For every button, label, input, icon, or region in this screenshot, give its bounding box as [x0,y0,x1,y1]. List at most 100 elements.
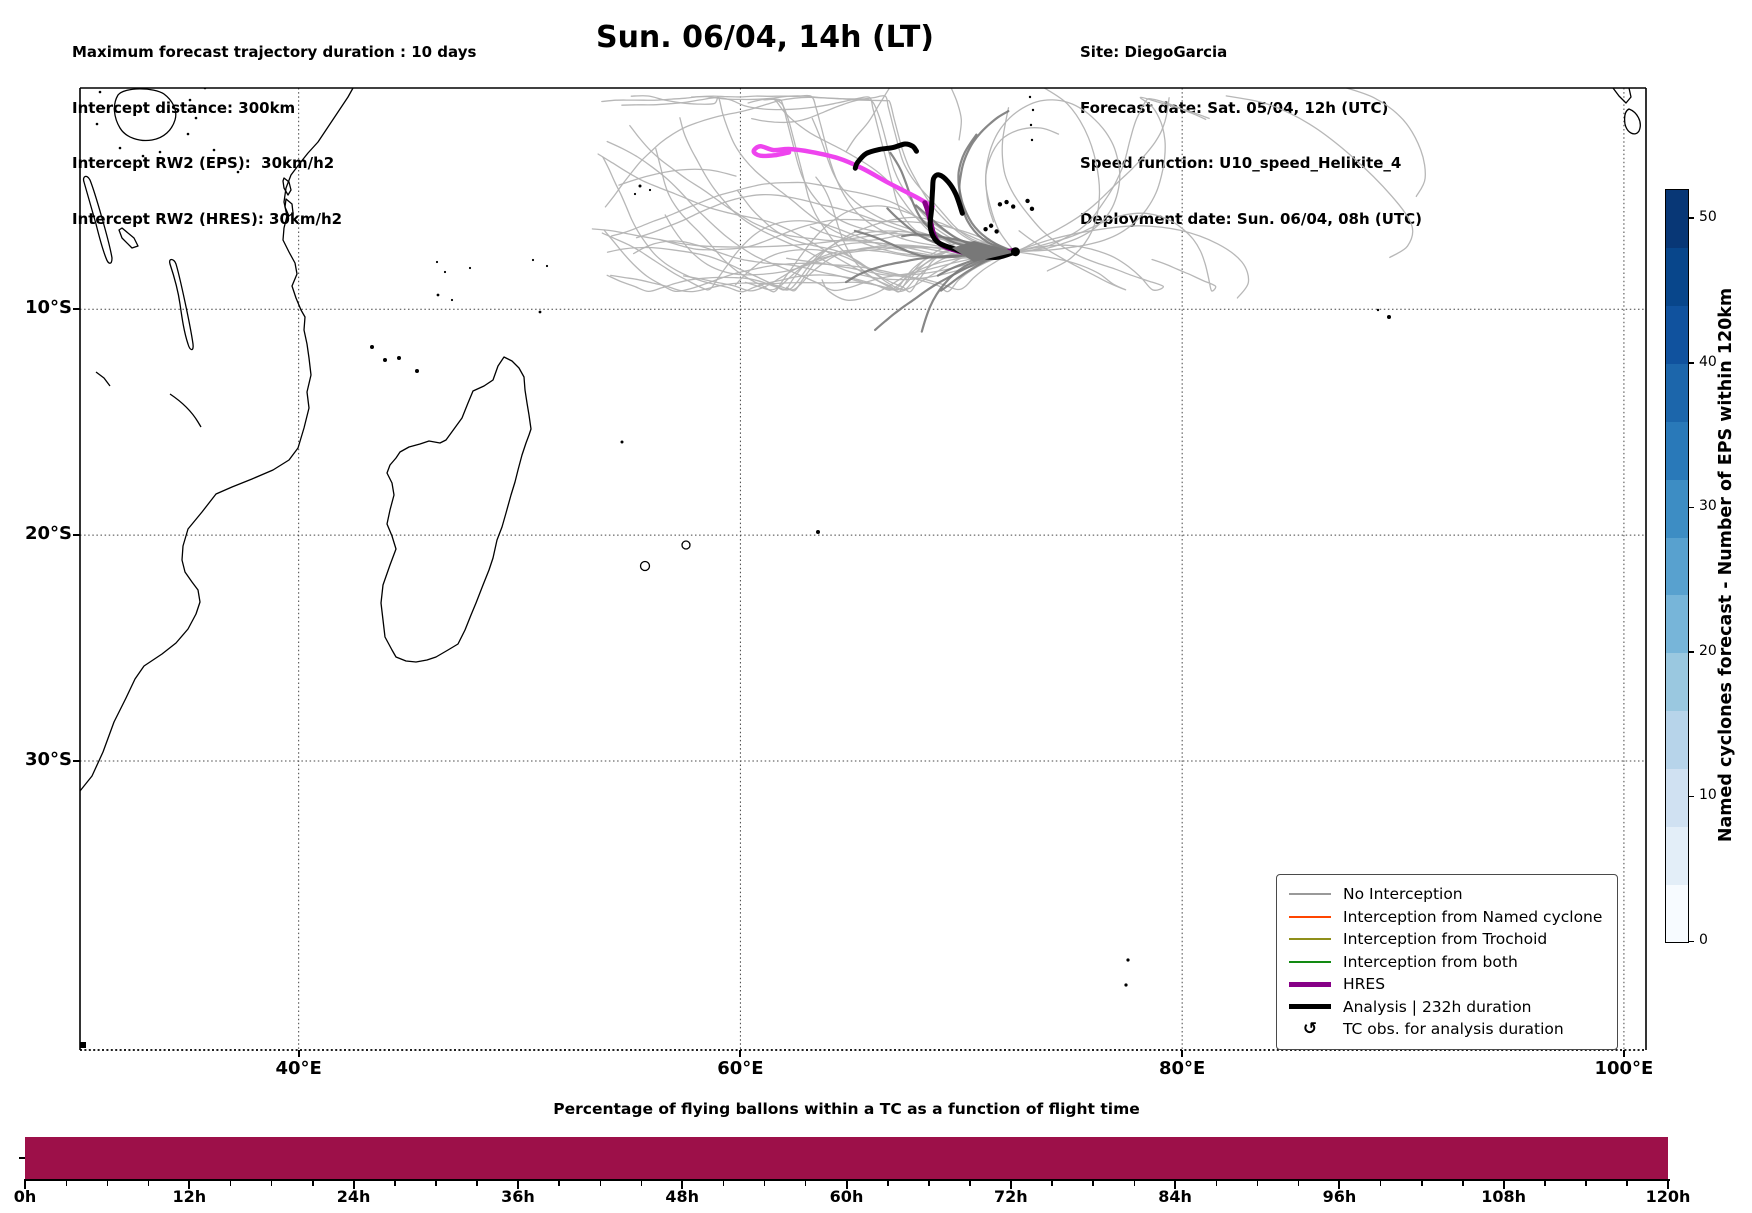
coastline [169,393,202,428]
legend-line-swatch [1289,915,1331,918]
info-line: Maximum forecast trajectory duration : 1… [72,43,477,61]
bar-chart-x-axis [24,1179,1670,1181]
colorbar-tick [1688,940,1694,942]
island-speck [1387,315,1391,319]
info-line: Intercept RW2 (EPS): 30km/h2 [72,154,335,172]
bar-chart-major-tick [1174,1181,1177,1189]
coastline [118,227,139,249]
colorbar-block [1666,537,1688,596]
bar-chart-major-tick [24,1181,26,1189]
island-speck [98,90,102,94]
y-tick-label: 10°S [24,297,72,319]
bar-chart-tick-label: 120h [1645,1187,1691,1206]
island-speck [158,150,162,154]
ensemble-trajectory [985,99,1121,253]
ensemble-trajectory [1001,107,1164,291]
ensemble-trajectory [691,95,1017,253]
legend-line-swatch [1289,938,1331,941]
bar-chart-tick-label: 36h [501,1187,535,1206]
colorbar-tick [1688,795,1694,798]
island-speck [620,440,624,444]
legend-item-label: No Interception [1343,885,1463,904]
island-speck [816,530,820,534]
bar-chart-minor-tick [1051,1181,1053,1186]
ensemble-trajectory [591,228,898,248]
ensemble-trajectory [618,168,737,186]
legend-item: ↺ TC obs. for analysis duration [1289,1018,1605,1041]
bar-chart-minor-tick [804,1181,807,1186]
island-speck [443,270,447,274]
tc-observed-track-line [852,141,919,171]
bar-chart-minor-tick [1585,1181,1587,1186]
island-speck [212,148,216,152]
bar-chart-minor-tick [147,1181,150,1186]
info-line: Forecast date: Sat. 05/04, 12h (UTC) [1080,98,1389,117]
tc-obs-marker [1010,204,1016,209]
legend-item-label: Analysis | 232h duration [1343,997,1532,1016]
bar-chart-tick-label: 0h [13,1187,37,1206]
legend-item-label: HRES [1343,975,1386,994]
bar-chart-minor-tick [1297,1181,1300,1186]
coastline [82,175,113,264]
x-tick-label: 60°E [717,1058,764,1079]
figure-title: Sun. 06/04, 14h (LT) [595,20,935,55]
ensemble-trajectory [845,88,891,152]
ensemble-trajectory [821,254,940,301]
coastline [113,88,177,142]
island-speck [383,358,387,362]
ensemble-trajectory [984,127,1060,253]
bar-chart-minor-tick [1256,1181,1259,1186]
bar-chart-tick-label: 48h [665,1187,700,1206]
colorbar-block [1666,363,1688,422]
bar-chart-minor-tick [928,1181,930,1186]
bar-chart-tick-label: 96h [1322,1187,1357,1206]
ensemble-trajectory [751,95,1017,253]
bar-chart-minor-tick [763,1181,766,1186]
island-speck [1031,108,1035,112]
bar-chart-major-tick [1009,1181,1012,1189]
bar-chart-minor-tick [1544,1181,1546,1186]
bar-chart-major-tick [681,1181,684,1189]
coastline [168,258,194,351]
ensemble-trajectory [786,251,1017,291]
tc-obs-marker [983,226,988,232]
y-axis-tick [73,759,80,762]
y-tick-label: 30°S [24,748,72,770]
bar-chart-minor-tick [1421,1181,1423,1186]
ensemble-trajectory [1225,95,1414,259]
colorbar-block [1666,421,1688,480]
bar-chart-title: Percentage of flying ballons within a TC… [553,1100,1140,1118]
ensemble-trajectory [1344,88,1426,198]
ensemble-trajectory-dense [957,133,1017,253]
island-speck [415,369,419,373]
legend-line-swatch [1289,893,1331,896]
island-speck [638,184,642,188]
colorbar-label: Named cyclones forecast - Number of EPS … [1716,287,1736,843]
ensemble-trajectory [679,117,1017,281]
tc-obs-marker [994,229,999,234]
bar-chart-minor-tick [1626,1181,1628,1186]
legend-line-swatch [1289,960,1331,963]
ensemble-trajectory [1013,225,1250,299]
x-tick-label: 40°E [275,1058,322,1079]
island-speck [194,116,198,120]
island-speck [223,161,227,165]
coastline [80,88,354,792]
bar-chart-minor-tick [65,1181,68,1186]
x-axis-tick [1181,1050,1184,1057]
tc-obs-marker [1025,198,1030,204]
island-speck [370,345,374,349]
coastline [1612,88,1632,104]
dense-bundle-wedge [952,241,1016,262]
bar-chart-tick-label: 72h [993,1187,1028,1206]
island-speck [1124,983,1128,987]
legend-item-label: TC obs. for analysis duration [1343,1020,1564,1039]
bar-chart-minor-tick [312,1181,314,1186]
tc-obs-marker [1029,206,1035,212]
bar-chart-minor-tick [887,1181,889,1186]
legend-item-label: Interception from both [1343,952,1518,971]
ensemble-trajectory [655,147,1017,293]
bar-chart-minor-tick [1133,1181,1136,1186]
bar-chart-minor-tick [270,1181,273,1186]
bar-chart-major-tick [1502,1181,1505,1189]
